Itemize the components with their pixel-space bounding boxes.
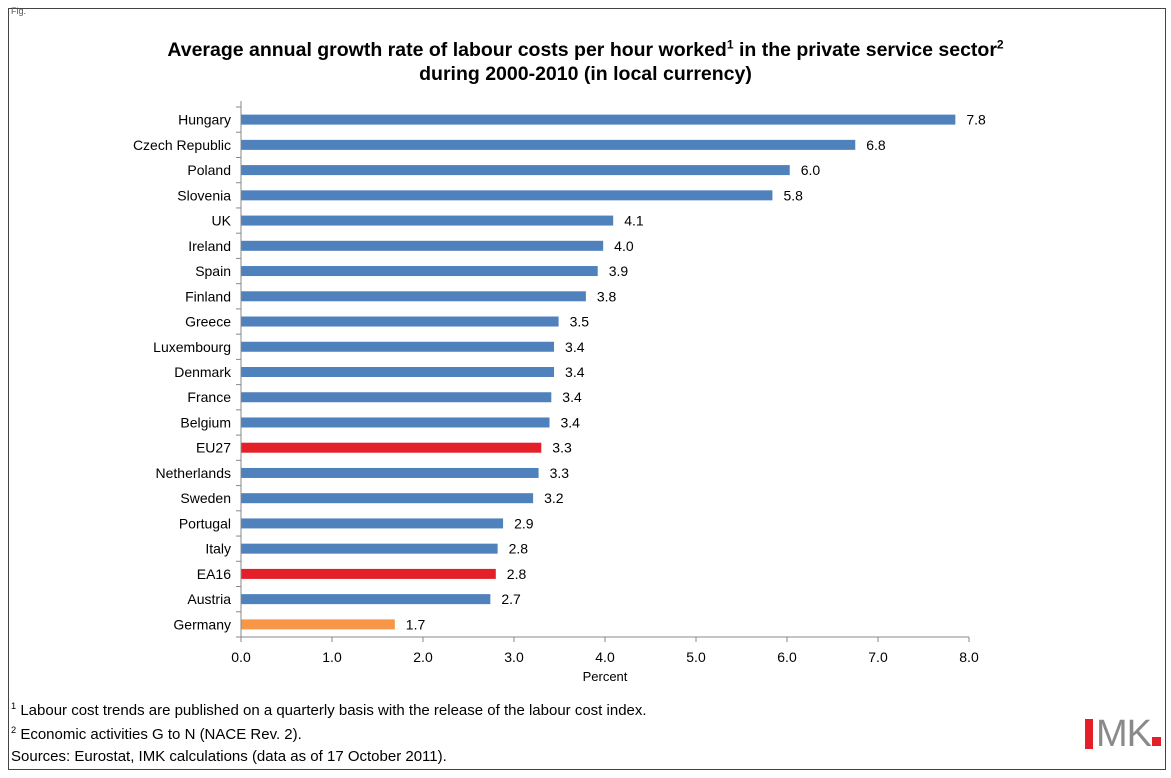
category-label-10: Denmark	[174, 364, 232, 380]
title-footnote-ref-1: 1	[726, 37, 734, 52]
chart-title: Average annual growth rate of labour cos…	[0, 38, 1171, 86]
bar-13	[241, 442, 542, 453]
bar-19	[241, 594, 491, 605]
data-label-10: 3.4	[565, 364, 585, 380]
category-label-20: Germany	[173, 616, 231, 632]
category-label-2: Poland	[187, 162, 231, 178]
category-label-18: EA16	[197, 566, 231, 582]
category-label-1: Czech Republic	[133, 137, 231, 153]
category-label-14: Netherlands	[156, 465, 232, 481]
bar-5	[241, 240, 604, 251]
category-label-5: Ireland	[188, 238, 231, 254]
category-label-17: Italy	[205, 541, 231, 557]
category-label-8: Greece	[185, 314, 231, 330]
figure-frame: Fig.	[8, 6, 1166, 770]
footnote-2: 2 Economic activities G to N (NACE Rev. …	[11, 725, 302, 744]
logo-bar	[1085, 719, 1093, 749]
x-tick-label-6: 6.0	[777, 649, 797, 665]
category-label-15: Sweden	[180, 490, 231, 506]
bar-7	[241, 291, 586, 302]
bar-4	[241, 215, 614, 226]
data-label-0: 7.8	[966, 112, 986, 128]
category-label-11: France	[187, 389, 231, 405]
bar-20	[241, 619, 395, 630]
bar-1	[241, 139, 856, 150]
footnote-1-text: Labour cost trends are published on a qu…	[16, 702, 647, 719]
footnote-1: 1 Labour cost trends are published on a …	[11, 701, 647, 720]
x-axis-label: Percent	[583, 669, 628, 684]
bar-8	[241, 316, 559, 327]
bar-9	[241, 341, 555, 352]
data-label-12: 3.4	[560, 414, 580, 430]
category-label-7: Finland	[185, 288, 231, 304]
category-label-9: Luxembourg	[153, 339, 231, 355]
data-label-5: 4.0	[614, 238, 634, 254]
bar-0	[241, 114, 956, 125]
x-tick-label-4: 4.0	[595, 649, 615, 665]
category-label-0: Hungary	[178, 112, 231, 128]
x-tick-label-5: 5.0	[686, 649, 706, 665]
category-label-12: Belgium	[180, 414, 231, 430]
data-label-18: 2.8	[507, 566, 527, 582]
bar-chart: Hungary 7.8 Czech Republic 6.8 Poland 6.0 Slov…	[133, 101, 986, 684]
logo-dot	[1152, 737, 1161, 746]
bar-17	[241, 543, 498, 554]
sources-text: Sources: Eurostat, IMK calculations (dat…	[11, 748, 447, 765]
category-label-4: UK	[212, 213, 232, 229]
x-tick-label-1: 1.0	[322, 649, 342, 665]
bar-15	[241, 493, 534, 504]
data-label-19: 2.7	[501, 591, 521, 607]
data-label-3: 5.8	[783, 187, 803, 203]
data-label-14: 3.3	[550, 465, 570, 481]
data-label-2: 6.0	[801, 162, 821, 178]
category-label-6: Spain	[195, 263, 231, 279]
bar-18	[241, 568, 496, 579]
x-tick-label-2: 2.0	[413, 649, 433, 665]
footnote-1-marker: 1	[11, 701, 17, 711]
data-label-20: 1.7	[406, 616, 426, 632]
bar-6	[241, 266, 598, 277]
category-label-19: Austria	[187, 591, 231, 607]
bar-14	[241, 467, 539, 478]
data-label-9: 3.4	[565, 339, 585, 355]
bar-12	[241, 417, 550, 428]
sources-note: Sources: Eurostat, IMK calculations (dat…	[11, 748, 447, 766]
x-tick-label-8: 8.0	[959, 649, 979, 665]
data-label-7: 3.8	[597, 288, 617, 304]
title-line1-text: Average annual growth rate of labour cos…	[167, 39, 727, 61]
x-tick-label-7: 7.0	[868, 649, 888, 665]
category-label-3: Slovenia	[177, 187, 231, 203]
logo-text: MK	[1096, 713, 1152, 755]
bar-10	[241, 367, 555, 377]
category-label-16: Portugal	[179, 515, 231, 531]
figure-corner-label: Fig.	[11, 6, 27, 16]
bar-2	[241, 165, 790, 176]
bar-3	[241, 190, 773, 201]
title-line1-mid: in the private service sector	[733, 39, 997, 61]
bar-11	[241, 392, 552, 403]
footnote-2-marker: 2	[11, 725, 17, 735]
bar-16	[241, 518, 504, 529]
data-label-16: 2.9	[514, 515, 534, 531]
data-label-13: 3.3	[552, 440, 572, 456]
data-label-1: 6.8	[866, 137, 886, 153]
footnote-2-text: Economic activities G to N (NACE Rev. 2)…	[16, 726, 302, 743]
category-label-13: EU27	[196, 440, 231, 456]
x-tick-label-0: 0.0	[231, 649, 251, 665]
data-label-4: 4.1	[624, 213, 644, 229]
imk-logo: MK	[1085, 713, 1161, 755]
data-label-6: 3.9	[609, 263, 629, 279]
data-label-17: 2.8	[509, 541, 529, 557]
data-label-15: 3.2	[544, 490, 564, 506]
x-tick-label-3: 3.0	[504, 649, 524, 665]
title-footnote-ref-2: 2	[996, 37, 1004, 52]
data-label-8: 3.5	[570, 314, 590, 330]
title-line2-text: during 2000-2010 (in local currency)	[419, 63, 752, 85]
data-label-11: 3.4	[562, 389, 582, 405]
